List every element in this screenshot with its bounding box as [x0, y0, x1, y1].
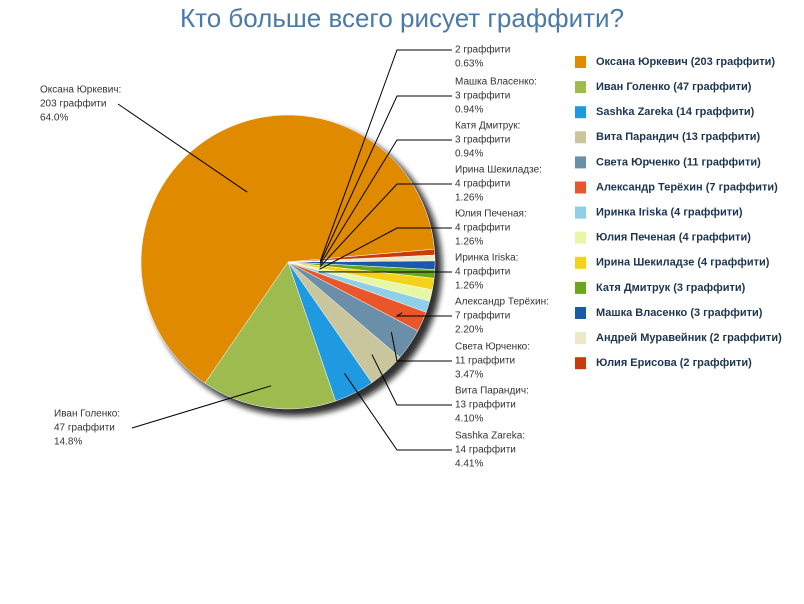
leader-line [117, 103, 248, 193]
legend-label: Иван Голенко (47 граффити) [596, 81, 752, 93]
legend-swatch [575, 256, 586, 269]
legend-swatch [575, 156, 586, 169]
legend-swatch [575, 131, 586, 144]
leader-line [319, 227, 452, 270]
slice-label: Катя Дмитрук: [455, 121, 520, 132]
slice-label: Sashka Zareka: [455, 431, 525, 442]
slice-label: 14 граффити [455, 444, 516, 456]
leader-line [319, 139, 452, 265]
slice-label: Иван Голенко: [54, 409, 120, 420]
legend-label: Вита Парандич (13 граффити) [596, 131, 760, 143]
leader-line [371, 354, 452, 406]
leader-line [395, 312, 452, 317]
slice-label: 1.26% [455, 193, 483, 204]
leader-line [344, 373, 452, 451]
slice-label: 4 граффити [455, 178, 510, 190]
legend-label: Иринка Iriska (4 граффити) [596, 207, 743, 219]
slice-label: 4.10% [455, 414, 483, 425]
legend-swatch [575, 357, 586, 370]
legend-label: Машка Власенко (3 граффити) [596, 307, 763, 319]
slice-label: Оксана Юркевич: [40, 85, 121, 96]
slice-label: 3 граффити [455, 90, 510, 102]
legend-swatch [575, 332, 586, 345]
slice-label: 0.63% [455, 59, 483, 70]
leader-line [319, 95, 452, 263]
legend-label: Sashka Zareka (14 граффити) [596, 106, 755, 118]
slice-label: 14.8% [54, 437, 82, 448]
legend-swatch [575, 106, 586, 119]
leader-line [390, 332, 452, 362]
legend-swatch [575, 206, 586, 219]
slice-label: 13 граффити [455, 399, 516, 411]
slice-label: 11 граффити [455, 355, 515, 367]
legend-label: Юлия Ерисова (2 граффити) [596, 357, 752, 369]
pie-slice [204, 261, 336, 410]
slice-label: 1.26% [455, 281, 483, 292]
legend-label: Юлия Печеная (4 граффити) [596, 232, 751, 244]
slice-label: 0.94% [455, 105, 483, 116]
legend-swatch [575, 281, 586, 294]
leader-line [131, 385, 272, 429]
slice-label: 1.26% [455, 237, 483, 248]
slice-label: Александр Терёхин: [455, 297, 549, 308]
legend-label: Света Юрченко (11 граффити) [596, 156, 761, 168]
slice-label: Машка Власенко: [455, 77, 537, 88]
slice-label: 2 граффити [455, 44, 510, 56]
legend-label: Александр Терёхин (7 граффити) [596, 181, 778, 193]
pie-slice [287, 248, 436, 263]
slice-label: 0.94% [455, 149, 483, 160]
slice-label: 47 граффити [54, 422, 115, 434]
slice-label: 2.20% [455, 325, 483, 336]
legend-swatch [575, 56, 586, 68]
legend-swatch [575, 181, 586, 194]
slice-label: Иринка Iriska: [455, 253, 518, 264]
legend-swatch [575, 307, 586, 319]
slice-label: 3 граффити [455, 134, 510, 146]
slice-label: Света Юрченко: [455, 342, 530, 353]
legend-swatch [575, 231, 586, 244]
slice-label: 203 граффити [40, 98, 106, 110]
legend-label: Ирина Шекиладзе (4 граффити) [596, 257, 770, 269]
slice-label: 4 граффити [455, 266, 510, 278]
legend-swatch [575, 81, 586, 94]
slice-label: Ирина Шекиладзе: [455, 165, 542, 176]
slice-label: 4 граффити [455, 222, 510, 234]
pie-slice [140, 114, 435, 384]
chart-title: Кто больше всего рисует граффити? [180, 3, 624, 33]
leader-line [319, 183, 452, 268]
legend-label: Андрей Муравейник (2 граффити) [596, 332, 782, 344]
legend-label: Оксана Юркевич (203 граффити) [596, 56, 775, 68]
slice-label: Вита Парандич: [455, 386, 529, 397]
slice-label: 3.47% [455, 370, 483, 381]
slice-label: 64.0% [40, 113, 68, 124]
slice-label: Юлия Печеная: [455, 209, 527, 220]
legend-label: Катя Дмитрук (3 граффити) [596, 282, 746, 294]
slice-label: 4.41% [455, 459, 483, 470]
slice-label: 7 граффити [455, 310, 510, 322]
leader-line [319, 49, 452, 262]
